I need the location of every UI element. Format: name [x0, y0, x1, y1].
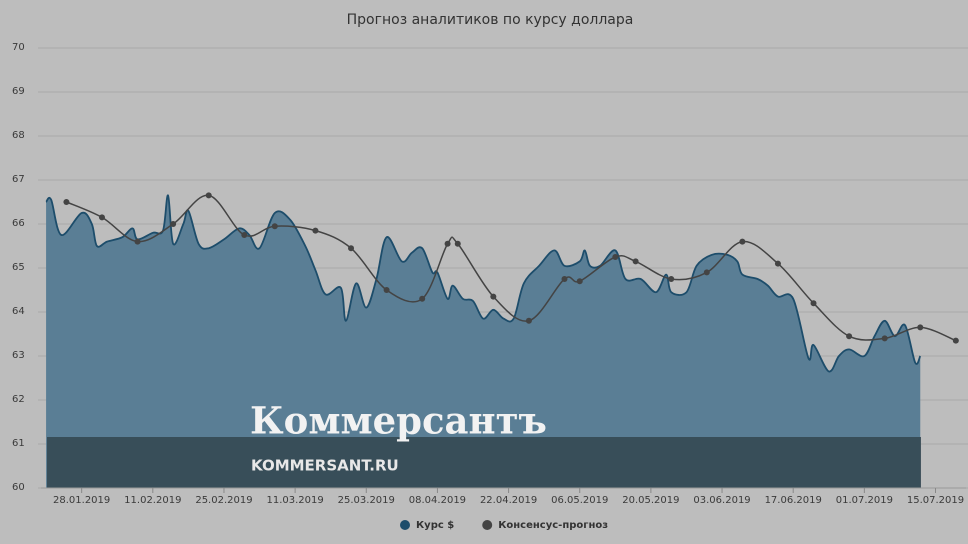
y-tick-label: 70: [12, 42, 25, 53]
area: [46, 195, 921, 488]
point: [312, 227, 319, 234]
x-tick-label: 28.01.2019: [53, 495, 110, 506]
overlay-logo: Коммерсантъ: [250, 399, 547, 443]
x-tick-label: 22.04.2019: [480, 495, 537, 506]
y-tick-label: 60: [12, 482, 25, 493]
point: [561, 276, 568, 282]
line: [45, 194, 922, 373]
point: [134, 238, 141, 245]
point: [63, 199, 70, 205]
point: [241, 232, 248, 238]
point: [419, 295, 426, 302]
legend-label: Консенсус-прогноз: [498, 520, 608, 531]
point: [490, 293, 497, 300]
point: [205, 192, 212, 199]
y-tick-label: 69: [12, 86, 25, 97]
point: [810, 300, 817, 307]
y-tick-label: 63: [12, 350, 25, 361]
point: [917, 324, 924, 331]
point: [454, 240, 461, 247]
x-tick-label: 03.06.2019: [693, 495, 750, 506]
x-tick-label: 17.06.2019: [765, 495, 822, 506]
y-tick-label: 66: [12, 218, 25, 229]
marks: [45, 192, 959, 488]
point: [383, 287, 390, 293]
chart-title: Прогноз аналитиков по курсу доллара: [347, 12, 634, 28]
legend-swatch: [400, 520, 410, 530]
point: [881, 335, 888, 342]
point: [632, 258, 639, 265]
point: [952, 337, 959, 344]
point: [668, 276, 675, 282]
legend-swatch: [482, 520, 493, 530]
point: [444, 240, 451, 247]
x-tick-label: 11.02.2019: [124, 495, 181, 506]
legend-label: Курс $: [416, 520, 454, 531]
legend: Курс $ Консенсус-прогноз: [400, 520, 608, 531]
point: [98, 214, 105, 221]
axes: 60 61 62 63 64 65 66 67 68 69 70 28.01.2019 11.02.20…: [12, 42, 966, 506]
x-tick-label: 11.03.2019: [266, 495, 323, 506]
x-tick-label: 01.07.2019: [836, 495, 893, 506]
y-tick-label: 67: [12, 174, 25, 185]
overlay-site: KOMMERSANT.RU: [251, 457, 399, 475]
point: [846, 333, 853, 340]
point: [576, 278, 583, 285]
line: [66, 194, 957, 342]
x-tick-label: 25.03.2019: [338, 495, 395, 506]
x-tick-label: 06.05.2019: [551, 495, 608, 506]
overlay-band: [47, 437, 921, 488]
y-tick-label: 64: [12, 306, 25, 317]
point: [774, 260, 781, 267]
x-tick-label: 08.04.2019: [409, 495, 466, 506]
point: [703, 269, 710, 276]
point: [271, 223, 278, 230]
point: [612, 254, 619, 260]
point: [348, 245, 355, 252]
x-tick-label: 20.05.2019: [622, 495, 679, 506]
y-tick-label: 62: [12, 394, 25, 405]
x-tick-label: 25.02.2019: [195, 495, 252, 506]
y-tick-label: 61: [12, 438, 25, 449]
x-tick-label: 15.07.2019: [907, 495, 964, 506]
point: [739, 238, 746, 245]
point: [170, 221, 177, 227]
y-tick-label: 68: [12, 130, 25, 141]
point: [525, 317, 532, 324]
y-tick-label: 65: [12, 262, 25, 273]
